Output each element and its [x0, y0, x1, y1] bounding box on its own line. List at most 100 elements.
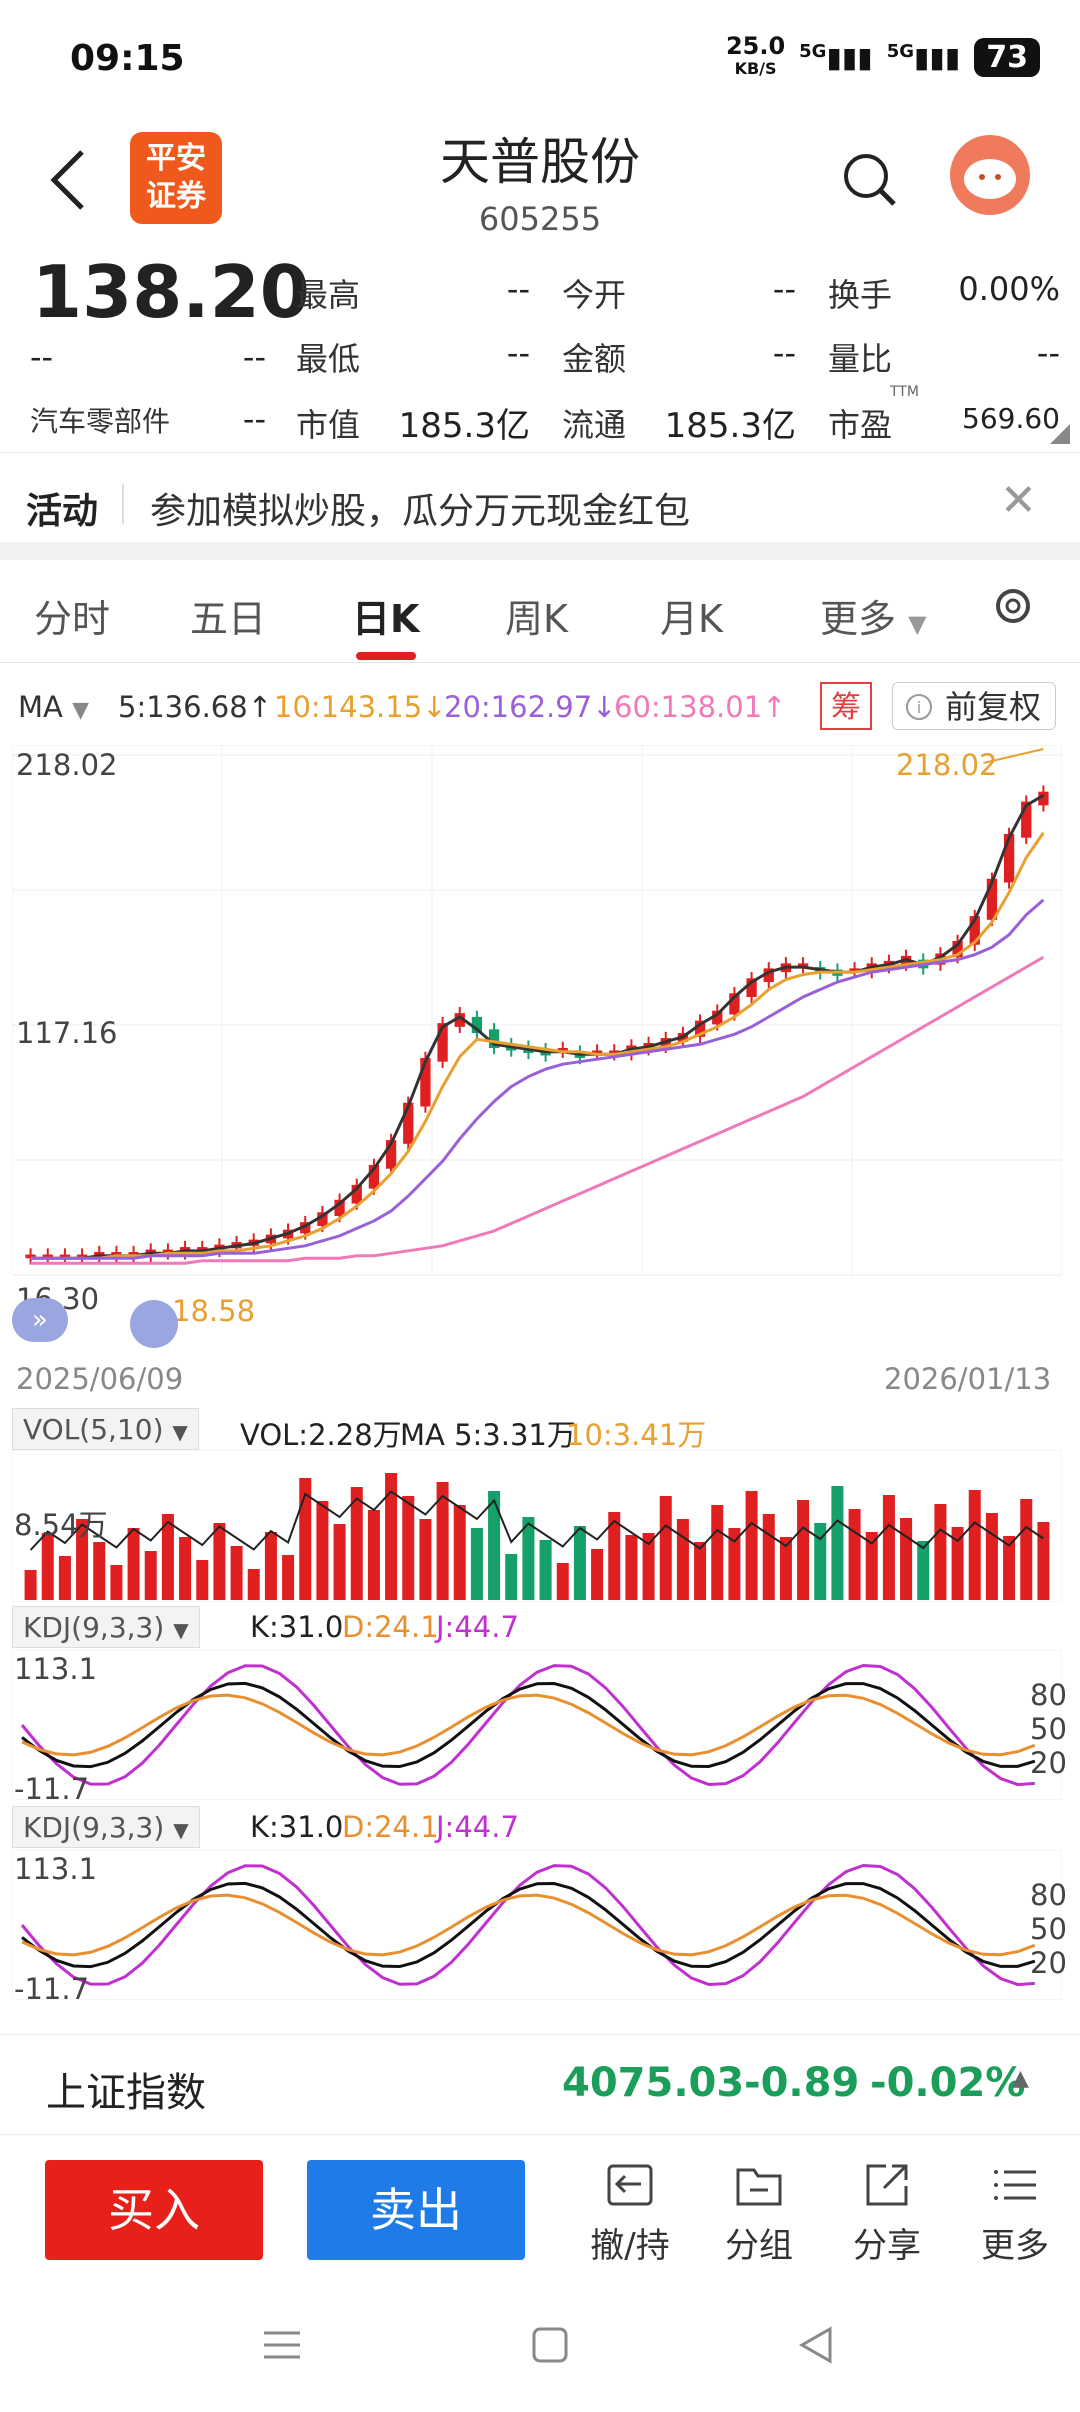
share-button[interactable]: 分享 [832, 2160, 942, 2267]
volume-bar [247, 1569, 260, 1600]
volume-bar [213, 1523, 226, 1600]
volume-bar [470, 1528, 483, 1600]
section-divider [0, 542, 1080, 560]
search-icon[interactable] [840, 150, 900, 210]
volume-bar [591, 1549, 604, 1600]
stock-code: 605255 [478, 200, 602, 238]
vol-indicator-selector[interactable]: VOL(5,10) ▼ [12, 1408, 199, 1450]
ma-line-20 [30, 898, 1045, 1260]
tab-more[interactable]: 更多 ▼ [820, 597, 927, 641]
expand-left-icon[interactable]: » [12, 1298, 68, 1342]
tab-monthly-k[interactable]: 月K [660, 597, 723, 641]
candlestick-chart[interactable] [12, 745, 1062, 1355]
volume-bar [436, 1482, 449, 1600]
withdraw-icon [607, 2164, 653, 2206]
fullscreen-icon[interactable] [130, 1300, 178, 1348]
candle-body [729, 993, 740, 1015]
adjust-price-button[interactable]: i 前复权 [892, 682, 1056, 730]
share-icon [866, 2164, 908, 2206]
group-button[interactable]: 分组 [704, 2160, 814, 2267]
kdj1-y-min: -11.7 [14, 1772, 90, 1806]
nav-back-icon[interactable] [796, 2325, 836, 2369]
kdj2-k-value: K:31.0 [250, 1810, 344, 1844]
industry-label: 汽车零部件 [30, 405, 171, 438]
expand-up-icon[interactable]: ▲ [1012, 2066, 1029, 2091]
chart-frame [12, 745, 1062, 1276]
volume-bar [110, 1565, 123, 1600]
tab-five-day[interactable]: 五日 [190, 597, 267, 641]
volume-bar [488, 1491, 501, 1600]
sell-button[interactable]: 卖出 [307, 2160, 525, 2260]
high-label: 最高 [296, 276, 361, 314]
x-start-label: 2025/06/09 [16, 1362, 184, 1396]
candle-body [1038, 791, 1049, 806]
kdj2-indicator-selector[interactable]: KDJ(9,3,3) ▼ [12, 1806, 200, 1848]
turnover-value: 0.00% [958, 270, 1060, 308]
volume-bar [1003, 1536, 1016, 1600]
assistant-avatar[interactable] [950, 135, 1030, 215]
ma5-value: 5:136.68↑ [118, 690, 272, 724]
candle-body [385, 1140, 397, 1169]
candle-body [1003, 833, 1015, 883]
nav-menu-icon[interactable] [262, 2325, 302, 2369]
min-price-annotation: 18.58 [172, 1294, 256, 1328]
candle-body [986, 878, 998, 920]
back-button[interactable] [40, 140, 100, 220]
kdj1-r80: 80 [1030, 1678, 1067, 1712]
chevron-left-icon [50, 150, 84, 210]
vol-ma5-line [29, 1490, 1044, 1551]
kdj-j-line [20, 1663, 1035, 1787]
status-time: 09:15 [70, 38, 185, 79]
volume-bar [659, 1496, 672, 1600]
volume-bar [230, 1546, 243, 1600]
tab-daily-k[interactable]: 日K [352, 597, 420, 641]
ma-selector[interactable]: MA ▼ [18, 690, 89, 724]
index-bar[interactable] [0, 2034, 1080, 2135]
index-value: 4075.03 [562, 2060, 745, 2106]
market-cap-label: 市值 [296, 406, 361, 444]
volume-bar [179, 1537, 192, 1600]
ma60-value: 60:138.01↑ [614, 690, 787, 724]
tab-weekly-k[interactable]: 周K [505, 597, 568, 641]
activity-text[interactable]: 参加模拟炒股，瓜分万元现金红包 [150, 491, 691, 532]
volume-bar [985, 1513, 998, 1600]
candle-body [488, 1029, 500, 1048]
nav-home-icon[interactable] [530, 2325, 570, 2369]
kdj1-indicator-selector[interactable]: KDJ(9,3,3) ▼ [12, 1606, 200, 1648]
candle-body [59, 1254, 71, 1259]
candle-body [557, 1047, 568, 1052]
candle-body [128, 1252, 139, 1256]
buy-button[interactable]: 买入 [45, 2160, 263, 2260]
volume-bar [779, 1537, 792, 1600]
pe-label: 市盈 [828, 406, 893, 444]
volume-bar [762, 1514, 775, 1600]
volume-bar [951, 1527, 964, 1600]
settings-gear-icon[interactable] [990, 583, 1036, 633]
volume-bar [127, 1528, 140, 1600]
close-icon[interactable]: ✕ [1000, 475, 1037, 526]
tab-intraday[interactable]: 分时 [34, 597, 111, 641]
ma-line-60 [30, 955, 1045, 1265]
volume-bar [608, 1512, 621, 1600]
withdraw-hold-button[interactable]: 撤/持 [575, 2160, 685, 2267]
activity-bar[interactable] [0, 452, 1080, 543]
volume-bar [367, 1510, 380, 1600]
volume-bar [814, 1523, 827, 1600]
volume-bar [522, 1517, 535, 1600]
more-actions-button[interactable]: 更多 [960, 2160, 1070, 2267]
low-value: -- [506, 334, 530, 372]
candle-body [471, 1016, 483, 1034]
candle-body [403, 1102, 414, 1144]
chip-distribution-button[interactable]: 筹 [820, 682, 872, 730]
open-label: 今开 [562, 276, 627, 314]
candle-body [797, 963, 809, 968]
vol-ma5-value: MA 5:3.31万 [400, 1418, 576, 1452]
volume-bar [350, 1487, 363, 1600]
volume-bar [385, 1473, 398, 1600]
tabs-divider [0, 662, 1080, 663]
volume-bar [968, 1490, 981, 1600]
ma20-value: 20:162.97↓ [444, 690, 617, 724]
candle-body [162, 1249, 174, 1254]
volume-bar [934, 1504, 947, 1600]
signal-2-icon: 5G▮▮▮ [886, 41, 961, 74]
